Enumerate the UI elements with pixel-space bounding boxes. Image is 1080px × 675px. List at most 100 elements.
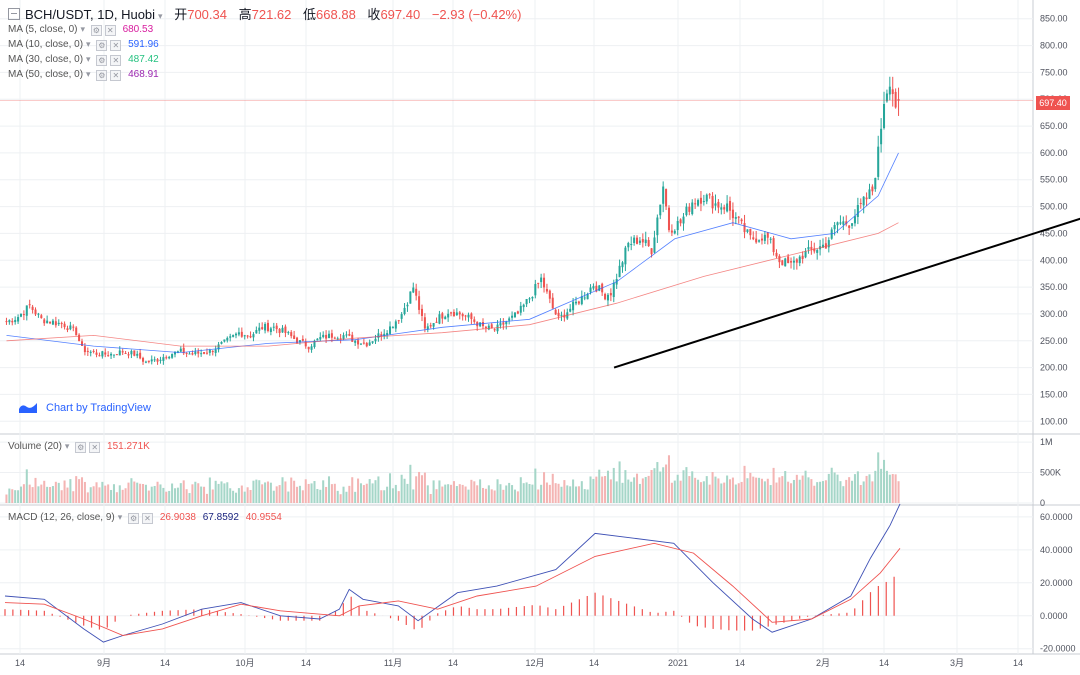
candle-body [147,360,150,363]
volume-bar [418,471,421,503]
ma50-legend[interactable]: MA (50, close, 0) ▾ ⚙ ✕ 468.91 [8,68,159,81]
close-icon[interactable]: ✕ [142,513,154,524]
candle-body [156,359,159,362]
settings-icon[interactable]: ⚙ [75,442,87,453]
candle-body [699,197,702,204]
symbol-label[interactable]: BCH/USDT, 1D, Huobi [25,7,156,22]
price-tick-label: 400.00 [1040,255,1068,265]
volume-bar [345,491,348,503]
volume-bar [423,472,426,503]
volume-bar [246,487,249,503]
volume-bar [647,475,650,503]
candle-body [447,313,450,318]
high-value: 721.62 [251,7,292,22]
volume-bar [851,480,854,503]
candle-body [473,319,476,322]
volume-bar [577,486,580,503]
chevron-down-icon[interactable]: ▾ [86,54,91,64]
candle-body [836,222,839,226]
tradingview-brand-link[interactable]: Chart by TradingView [18,400,151,414]
close-icon[interactable]: ✕ [110,40,122,51]
candle-body [80,341,84,346]
volume-bar [778,477,781,503]
macd-value-1: 26.9038 [159,512,196,523]
chevron-down-icon[interactable]: ▾ [64,441,70,451]
macd-legend[interactable]: MACD (12, 26, close, 9) ▾ ⚙ ✕ 26.9038 67.8… [8,511,282,524]
candle-body [734,217,737,219]
volume-bar [43,480,46,503]
candle-body [490,324,493,329]
volume-bar [121,489,124,503]
candle-body [621,262,624,268]
volume-bar [656,462,659,503]
close-icon[interactable]: ✕ [110,55,122,66]
candle-body [371,341,374,343]
candle-body [54,321,57,326]
volume-bar [37,486,40,503]
volume-bar [112,484,115,503]
candle-body [851,223,854,226]
candle-body [423,317,426,329]
candle-body [383,333,386,337]
candle-body [153,359,156,361]
candle-body [374,338,377,342]
volume-bar [447,484,450,503]
volume-bar [790,483,793,503]
close-icon[interactable]: ✕ [104,25,116,36]
ma10-legend[interactable]: MA (10, close, 0) ▾ ⚙ ✕ 591.96 [8,38,159,51]
volume-bar [816,482,819,503]
candle-body [200,353,203,355]
volume-bar [525,482,528,503]
close-icon[interactable]: ✕ [110,70,122,81]
candle-body [362,342,365,344]
candle-body [894,91,897,108]
chevron-down-icon[interactable]: ▾ [80,24,85,34]
collapse-legend-icon[interactable] [8,8,20,20]
settings-icon[interactable]: ⚙ [96,55,108,66]
chevron-down-icon[interactable]: ▾ [117,512,123,522]
volume-bar [426,485,429,503]
volume-bar [57,482,60,503]
volume-bar [760,478,763,503]
volume-bar [650,470,653,503]
x-tick-label: 10月 [235,658,254,668]
volume-bar [723,482,726,503]
candle-body [545,289,548,292]
volume-bar [455,486,458,503]
price-tick-label: 600.00 [1040,148,1068,158]
ma50-value: 468.91 [128,69,159,80]
chevron-down-icon[interactable]: ▾ [86,69,91,79]
candle-body [580,296,583,305]
candle-body [592,286,595,289]
price-tick-label: 150.00 [1040,389,1068,399]
candle-body [418,296,421,310]
chevron-down-icon[interactable]: ▾ [158,11,163,21]
macd-tick-label: 20.0000 [1040,578,1073,588]
candle-body [537,282,540,284]
chevron-down-icon[interactable]: ▾ [86,39,91,49]
price-tick-label: 750.00 [1040,67,1068,77]
volume-bar [528,483,531,503]
settings-icon[interactable]: ⚙ [96,40,108,51]
ma5-legend[interactable]: MA (5, close, 0) ▾ ⚙ ✕ 680.53 [8,23,153,36]
ma-slow-line [6,222,899,347]
ma30-legend[interactable]: MA (30, close, 0) ▾ ⚙ ✕ 487.42 [8,53,159,66]
candle-body [598,285,601,291]
candle-body [795,259,798,263]
volume-bar [667,455,671,503]
volume-bar [98,487,101,503]
close-icon[interactable]: ✕ [89,442,101,453]
settings-icon[interactable]: ⚙ [90,25,102,36]
volume-bar [458,484,461,503]
price-tick-label: 500.00 [1040,202,1068,212]
volume-bar [848,477,851,503]
candle-body [665,189,668,207]
volume-bar [787,481,790,503]
volume-bar [159,484,162,503]
settings-icon[interactable]: ⚙ [96,70,108,81]
volume-bar [406,483,409,503]
settings-icon[interactable]: ⚙ [128,513,140,524]
candle-body [641,239,644,243]
volume-legend[interactable]: Volume (20) ▾ ⚙ ✕ 151.271K [8,440,150,453]
